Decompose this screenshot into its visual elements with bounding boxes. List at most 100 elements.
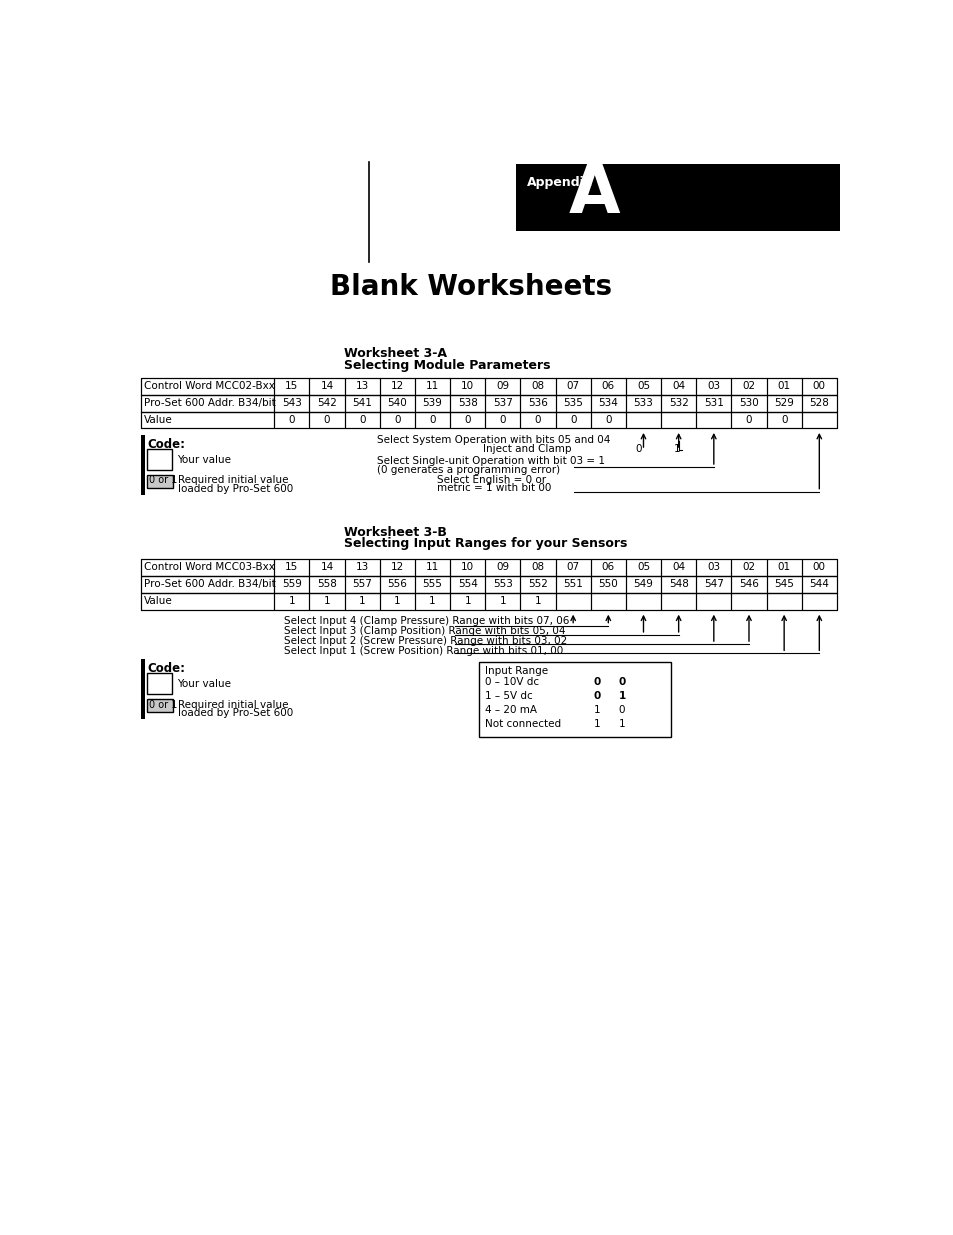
Bar (485, 577, 520, 593)
Bar (141, 395, 274, 411)
Text: 1: 1 (499, 597, 506, 606)
Bar (147, 673, 172, 694)
Text: 0: 0 (323, 415, 330, 425)
Bar (478, 662, 670, 737)
Text: Your value: Your value (176, 454, 231, 464)
Bar (766, 593, 801, 610)
Text: 09: 09 (496, 380, 509, 390)
Text: 0: 0 (429, 415, 436, 425)
Bar (625, 395, 660, 411)
Bar (590, 577, 625, 593)
Text: Select System Operation with bits 05 and 04: Select System Operation with bits 05 and… (376, 435, 609, 445)
Text: 04: 04 (671, 562, 684, 573)
Bar (516, 163, 840, 231)
Text: 543: 543 (281, 398, 301, 408)
Text: 0: 0 (781, 415, 786, 425)
Text: 544: 544 (808, 579, 828, 589)
Text: 01: 01 (777, 562, 790, 573)
Text: 1: 1 (618, 692, 625, 701)
Bar (520, 378, 555, 395)
Bar (696, 395, 731, 411)
Text: Code:: Code: (147, 437, 185, 451)
Bar (801, 559, 836, 577)
Text: 04: 04 (671, 380, 684, 390)
Text: 0 – 10V dc: 0 – 10V dc (484, 677, 538, 687)
Bar (696, 411, 731, 429)
Text: 0: 0 (593, 692, 600, 701)
Text: 1: 1 (534, 597, 540, 606)
Text: Control Word MCC03-Bxx: Control Word MCC03-Bxx (144, 562, 274, 573)
Bar (274, 559, 309, 577)
Bar (520, 577, 555, 593)
Bar (379, 593, 415, 610)
Text: 0: 0 (635, 443, 641, 454)
Bar (766, 411, 801, 429)
Text: 535: 535 (562, 398, 582, 408)
Bar (415, 593, 450, 610)
Bar (147, 448, 172, 471)
Text: Required initial value: Required initial value (178, 475, 289, 485)
Bar (147, 474, 173, 488)
Bar (450, 577, 485, 593)
Bar (344, 411, 379, 429)
Bar (274, 593, 309, 610)
Text: 09: 09 (496, 562, 509, 573)
Bar (344, 577, 379, 593)
Text: 1: 1 (394, 597, 400, 606)
Bar (415, 577, 450, 593)
Bar (520, 559, 555, 577)
Bar (309, 593, 344, 610)
Bar (625, 378, 660, 395)
Text: 552: 552 (528, 579, 547, 589)
Text: 528: 528 (808, 398, 828, 408)
Bar (309, 559, 344, 577)
Bar (766, 559, 801, 577)
Bar (520, 593, 555, 610)
Text: 546: 546 (739, 579, 759, 589)
Text: 1: 1 (429, 597, 436, 606)
Text: Control Word MCC02-Bxx: Control Word MCC02-Bxx (144, 380, 274, 390)
Text: 557: 557 (352, 579, 372, 589)
Bar (555, 593, 590, 610)
Text: 532: 532 (668, 398, 688, 408)
Text: 11: 11 (425, 380, 438, 390)
Bar (415, 395, 450, 411)
Text: 05: 05 (637, 562, 649, 573)
Bar (696, 593, 731, 610)
Text: 551: 551 (562, 579, 582, 589)
Bar (625, 411, 660, 429)
Text: 0 or 1: 0 or 1 (150, 475, 177, 485)
Text: 1: 1 (593, 705, 599, 715)
Bar (450, 378, 485, 395)
Text: 06: 06 (601, 562, 615, 573)
Bar (660, 559, 696, 577)
Text: 531: 531 (703, 398, 723, 408)
Bar (344, 593, 379, 610)
Bar (450, 411, 485, 429)
Text: 0: 0 (593, 677, 600, 687)
Bar (590, 559, 625, 577)
Text: 553: 553 (493, 579, 512, 589)
Bar (485, 411, 520, 429)
Text: 1: 1 (464, 597, 471, 606)
Text: 14: 14 (320, 562, 334, 573)
Text: 02: 02 (741, 562, 755, 573)
Bar (801, 411, 836, 429)
Text: Worksheet 3-B: Worksheet 3-B (344, 526, 446, 538)
Bar (344, 395, 379, 411)
Text: 07: 07 (566, 380, 579, 390)
Bar (731, 593, 766, 610)
Text: 06: 06 (601, 380, 615, 390)
Text: 533: 533 (633, 398, 653, 408)
Bar (485, 559, 520, 577)
Text: 530: 530 (739, 398, 758, 408)
Bar (274, 577, 309, 593)
Text: 0: 0 (499, 415, 505, 425)
Bar (520, 395, 555, 411)
Bar (555, 395, 590, 411)
Text: 10: 10 (460, 380, 474, 390)
Text: 11: 11 (425, 562, 438, 573)
Text: loaded by Pro-Set 600: loaded by Pro-Set 600 (178, 484, 294, 494)
Text: 1: 1 (618, 719, 624, 729)
Text: Value: Value (144, 597, 172, 606)
